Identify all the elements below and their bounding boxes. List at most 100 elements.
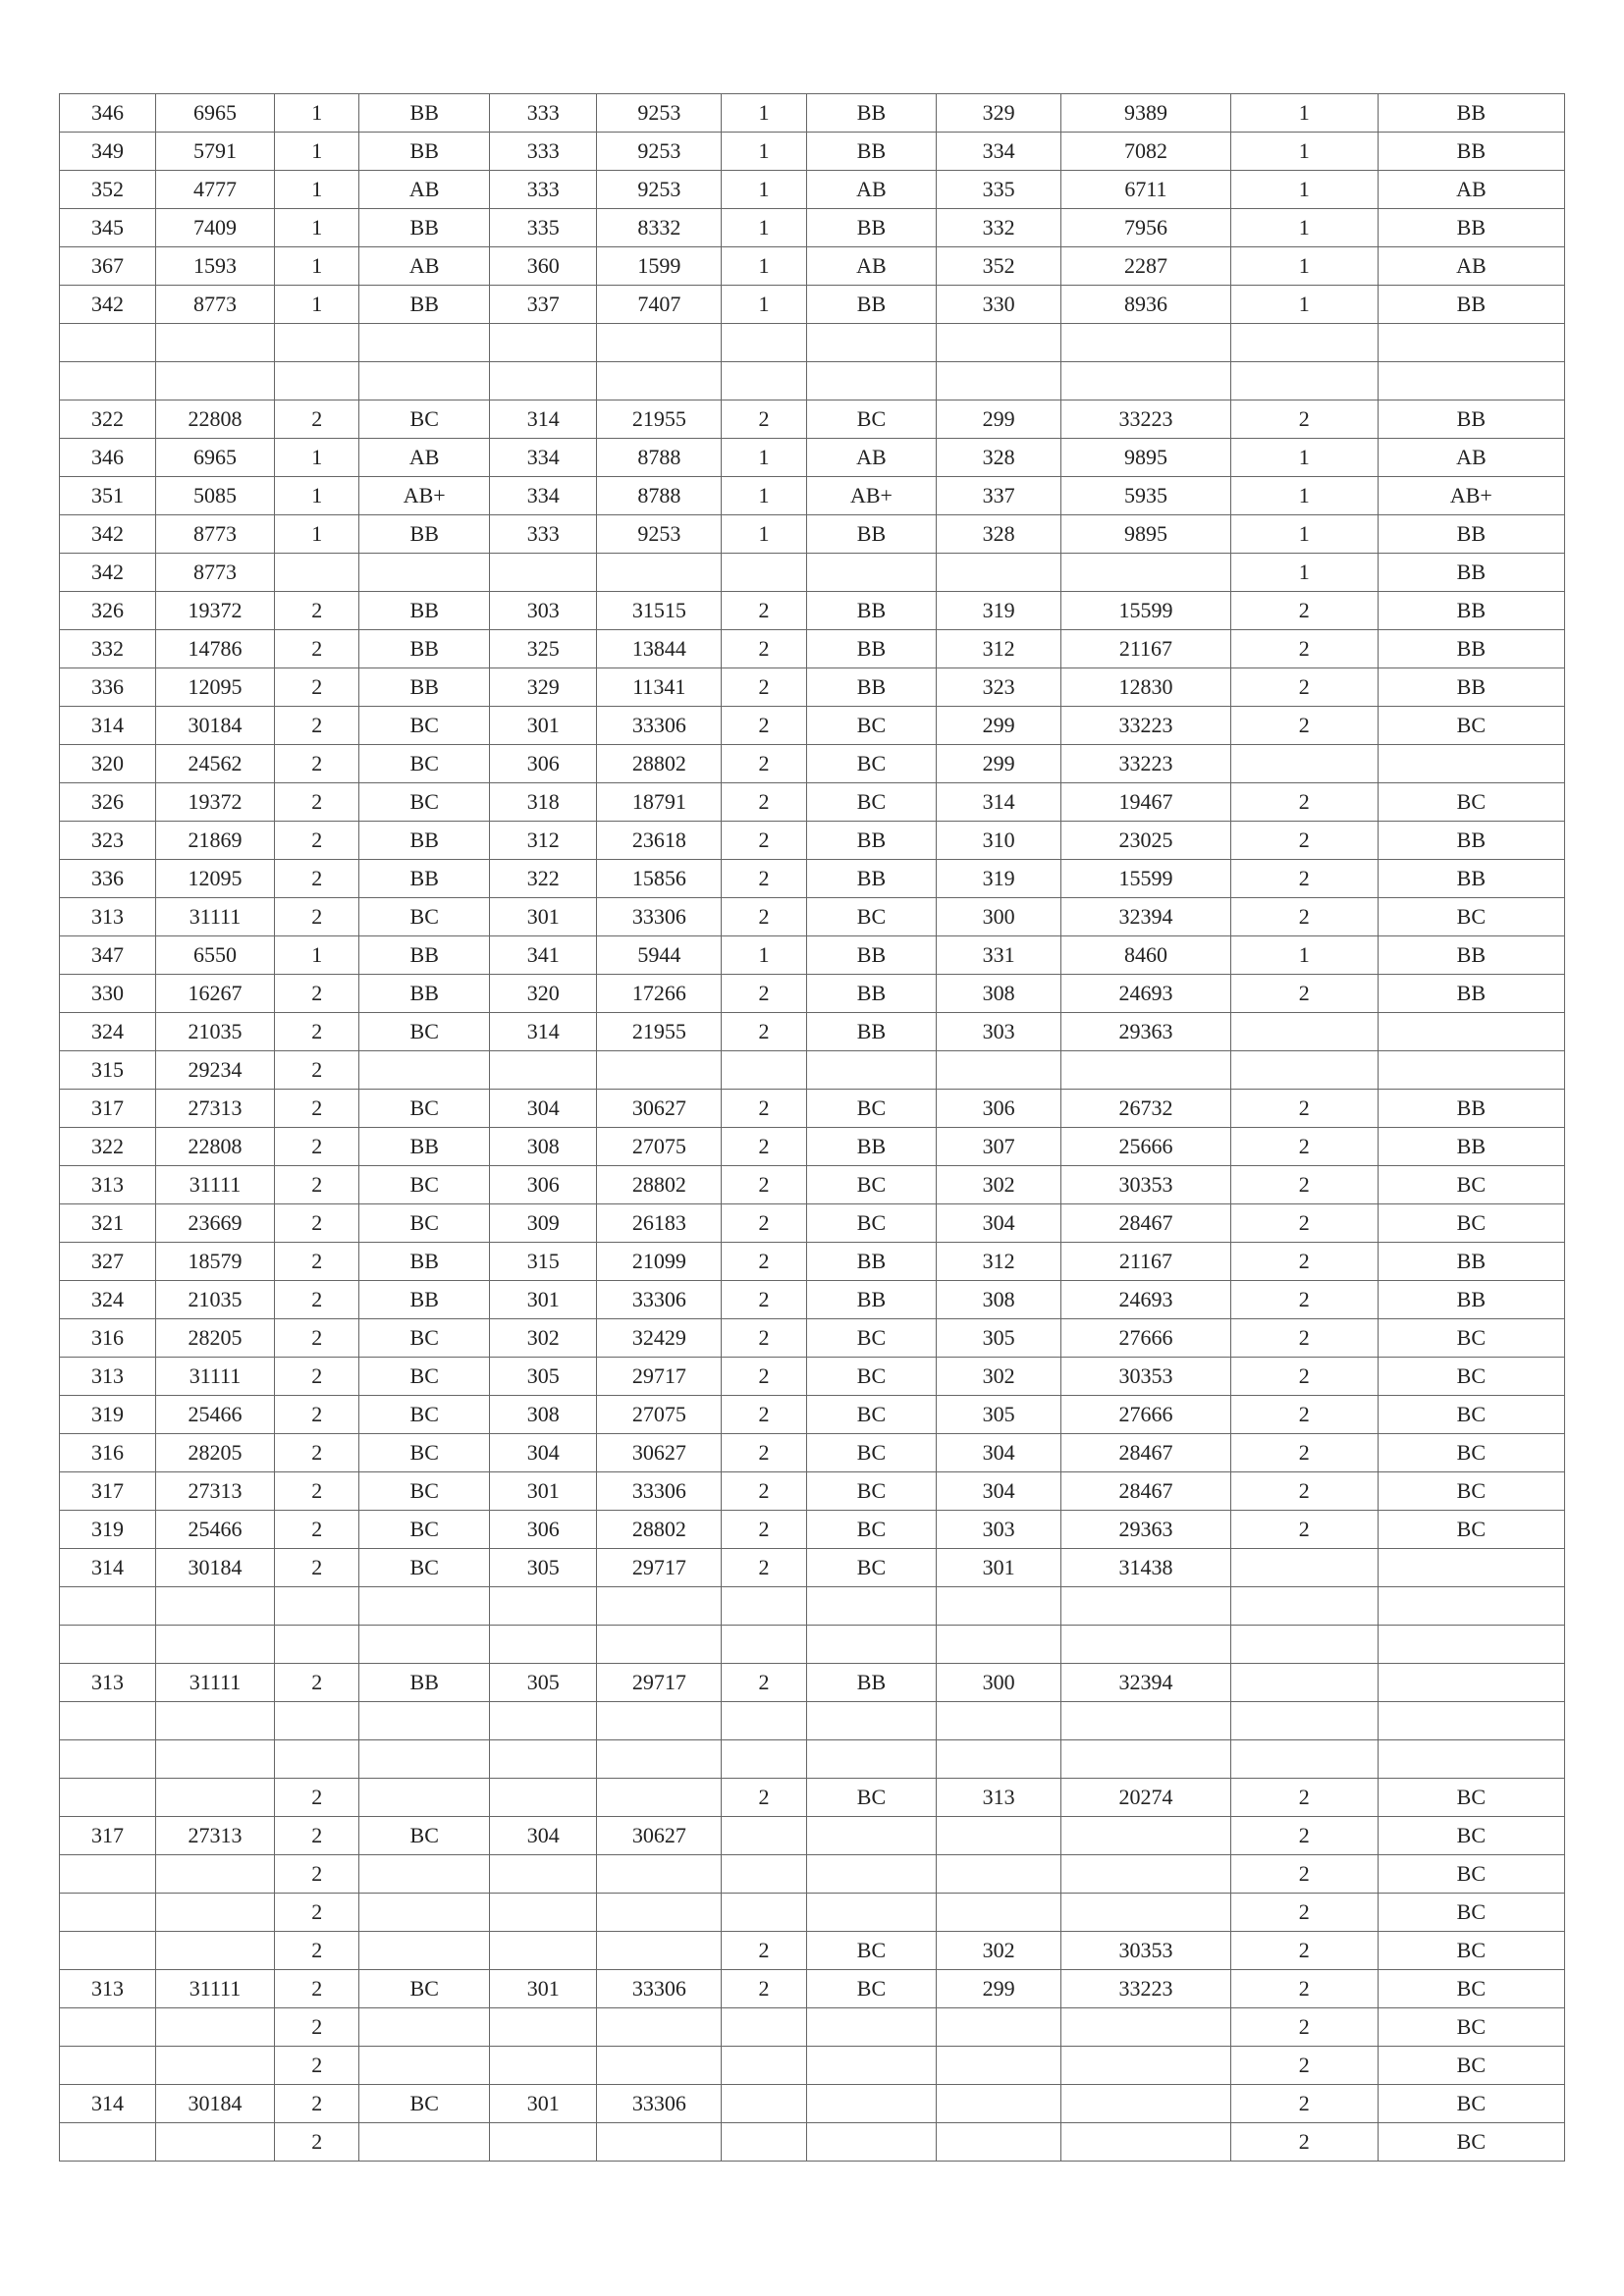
table-cell: BB xyxy=(806,860,937,898)
table-cell: 304 xyxy=(489,1090,596,1128)
table-cell: 299 xyxy=(937,707,1061,745)
table-cell: 324 xyxy=(60,1013,156,1051)
table-row: 34669651BB33392531BB32993891BB xyxy=(60,94,1565,133)
table-cell xyxy=(722,554,806,592)
table-cell: 2 xyxy=(1230,1970,1378,2008)
table-cell: 319 xyxy=(60,1511,156,1549)
table-cell: BB xyxy=(1378,592,1564,630)
table-cell: AB xyxy=(806,171,937,209)
table-cell: 301 xyxy=(489,1970,596,2008)
table-cell: BC xyxy=(806,1358,937,1396)
table-cell: 318 xyxy=(489,783,596,822)
table-cell: 302 xyxy=(937,1358,1061,1396)
table-cell: 27313 xyxy=(155,1472,274,1511)
table-cell xyxy=(60,1855,156,1894)
table-cell: BB xyxy=(806,515,937,554)
table-row: 321236692BC309261832BC304284672BC xyxy=(60,1204,1565,1243)
table-row: 336120952BB329113412BB323128302BB xyxy=(60,668,1565,707)
table-cell: 5935 xyxy=(1061,477,1231,515)
table-cell xyxy=(1230,1051,1378,1090)
table-cell: 313 xyxy=(60,1970,156,2008)
table-row: 320245622BC306288022BC29933223 xyxy=(60,745,1565,783)
table-cell: BB xyxy=(1378,822,1564,860)
table-cell: BC xyxy=(359,400,490,439)
table-cell: 306 xyxy=(489,745,596,783)
table-cell xyxy=(1378,745,1564,783)
table-cell xyxy=(359,1855,490,1894)
table-cell: 2 xyxy=(1230,1166,1378,1204)
table-cell: 304 xyxy=(937,1434,1061,1472)
table-cell: 2 xyxy=(722,1664,806,1702)
table-cell xyxy=(359,2008,490,2047)
table-cell: 4777 xyxy=(155,171,274,209)
table-cell: 9389 xyxy=(1061,94,1231,133)
table-body: 34669651BB33392531BB32993891BB34957911BB… xyxy=(60,94,1565,2162)
table-cell xyxy=(806,2047,937,2085)
table-cell xyxy=(155,1740,274,1779)
table-cell xyxy=(155,1932,274,1970)
table-cell: BC xyxy=(806,1319,937,1358)
table-cell: 301 xyxy=(489,898,596,936)
table-cell: 28802 xyxy=(597,745,722,783)
table-row: 314301842BC301333062BC299332232BC xyxy=(60,707,1565,745)
table-cell: 332 xyxy=(937,209,1061,247)
table-cell: 334 xyxy=(937,133,1061,171)
table-row: 35247771AB33392531AB33567111AB xyxy=(60,171,1565,209)
table-cell: 2 xyxy=(1230,1396,1378,1434)
table-cell: BC xyxy=(806,1779,937,1817)
table-cell: 301 xyxy=(489,2085,596,2123)
table-cell: AB xyxy=(806,247,937,286)
table-cell: BB xyxy=(1378,286,1564,324)
table-cell xyxy=(722,2008,806,2047)
table-cell: BB xyxy=(806,209,937,247)
table-row: 313311112BB305297172BB30032394 xyxy=(60,1664,1565,1702)
table-cell xyxy=(1230,362,1378,400)
table-cell: BB xyxy=(806,936,937,975)
table-cell xyxy=(1061,1051,1231,1090)
table-cell: BB xyxy=(359,822,490,860)
table-cell: 346 xyxy=(60,94,156,133)
table-cell xyxy=(1230,1664,1378,1702)
table-cell xyxy=(806,1587,937,1626)
table-cell xyxy=(597,1855,722,1894)
table-cell: 2 xyxy=(274,1281,358,1319)
table-row: 332147862BB325138442BB312211672BB xyxy=(60,630,1565,668)
table-cell: 333 xyxy=(489,133,596,171)
table-cell: BC xyxy=(359,1434,490,1472)
table-cell xyxy=(1061,1740,1231,1779)
table-row: 322228082BB308270752BB307256662BB xyxy=(60,1128,1565,1166)
page: 34669651BB33392531BB32993891BB34957911BB… xyxy=(0,0,1624,2255)
table-cell: 28467 xyxy=(1061,1434,1231,1472)
table-cell: 323 xyxy=(937,668,1061,707)
table-cell: 2 xyxy=(722,1932,806,1970)
table-row: 22BC xyxy=(60,2008,1565,2047)
table-cell: 15599 xyxy=(1061,592,1231,630)
table-cell: 30627 xyxy=(597,1090,722,1128)
table-cell xyxy=(359,554,490,592)
table-cell: 2 xyxy=(1230,592,1378,630)
table-cell: 33223 xyxy=(1061,707,1231,745)
table-cell: 1 xyxy=(1230,515,1378,554)
table-cell: BC xyxy=(806,1434,937,1472)
table-cell: 21035 xyxy=(155,1013,274,1051)
table-cell: 2 xyxy=(274,1166,358,1204)
table-cell: 305 xyxy=(489,1664,596,1702)
table-cell: 1 xyxy=(1230,286,1378,324)
table-cell: 317 xyxy=(60,1817,156,1855)
table-cell: 2 xyxy=(1230,1243,1378,1281)
table-cell xyxy=(60,1626,156,1664)
table-cell: 351 xyxy=(60,477,156,515)
table-cell: 2 xyxy=(274,975,358,1013)
table-cell: 1 xyxy=(274,477,358,515)
table-cell: 309 xyxy=(489,1204,596,1243)
table-cell: 335 xyxy=(489,209,596,247)
table-cell: 2 xyxy=(274,1817,358,1855)
table-cell xyxy=(1061,324,1231,362)
table-row: 317273132BC301333062BC304284672BC xyxy=(60,1472,1565,1511)
table-cell: 1 xyxy=(1230,439,1378,477)
table-cell: 308 xyxy=(489,1128,596,1166)
table-cell xyxy=(1061,1702,1231,1740)
table-row: 36715931AB36015991AB35222871AB xyxy=(60,247,1565,286)
table-cell: BC xyxy=(806,1511,937,1549)
table-cell xyxy=(937,2123,1061,2162)
